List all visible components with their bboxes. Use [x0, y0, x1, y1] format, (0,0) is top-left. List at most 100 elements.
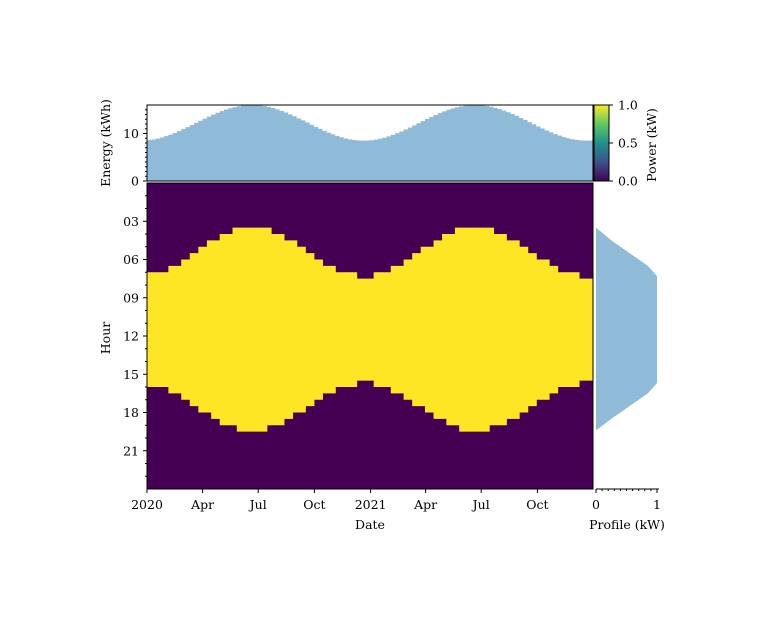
- heatmap-on-cell: [155, 272, 161, 387]
- heatmap-on-cell: [189, 253, 195, 407]
- heatmap-y-ticks: 03 06 09 12 15 18 21: [123, 195, 147, 477]
- heatmap-on-cell: [467, 227, 473, 432]
- heatmap-on-cell: [352, 272, 358, 387]
- heatmap-x-tick-label: Apr: [190, 497, 214, 512]
- heatmap-y-tick-label: 09: [123, 290, 139, 305]
- energy-y-ticks: 0 10: [123, 109, 147, 189]
- heatmap-on-cell: [296, 246, 302, 413]
- heatmap-cells: [147, 183, 594, 489]
- heatmap-on-cell: [318, 259, 323, 400]
- heatmap-on-cell: [288, 240, 294, 419]
- heatmap-x-tick-label: 2020: [131, 497, 163, 512]
- heatmap-on-cell: [463, 227, 469, 432]
- heatmap-on-cell: [437, 240, 443, 419]
- heatmap-on-cell: [185, 259, 191, 400]
- heatmap-on-cell: [211, 240, 217, 419]
- heatmap-on-cell: [433, 240, 439, 419]
- colorbar-tick-label: 0.5: [618, 136, 638, 151]
- energy-area: [147, 105, 593, 181]
- heatmap-y-tick-label: 15: [123, 367, 139, 382]
- heatmap-x-tick-label: Oct: [303, 497, 325, 512]
- colorbar-tick-label: 1.0: [618, 98, 638, 113]
- heatmap-on-cell: [399, 265, 405, 394]
- profile-x-tick-label: 1: [653, 497, 661, 512]
- heatmap-x-tick-label: Apr: [413, 497, 437, 512]
- heatmap-on-cell: [450, 234, 456, 426]
- heatmap-on-cell: [266, 227, 272, 426]
- heatmap-on-cell: [412, 253, 418, 407]
- heatmap-on-cell: [574, 272, 580, 387]
- heatmap-on-cell: [459, 227, 465, 432]
- heatmap-on-cell: [151, 272, 157, 387]
- heatmap-on-cell: [403, 259, 409, 400]
- energy-y-tick-label: 10: [123, 126, 139, 141]
- heatmap-on-cell: [339, 272, 345, 387]
- heatmap-on-cell: [300, 246, 306, 413]
- heatmap-on-cell: [484, 227, 490, 432]
- heatmap-on-cell: [544, 259, 550, 400]
- heatmap-on-cell: [373, 272, 379, 387]
- heatmap-on-cell: [583, 278, 589, 381]
- heatmap-on-cell: [566, 272, 571, 387]
- heatmap-on-cell: [258, 227, 264, 432]
- profile-area: [596, 227, 657, 431]
- heatmap-on-cell: [561, 272, 567, 387]
- heatmap-on-cell: [181, 259, 187, 400]
- colorbar-gradient: [594, 105, 609, 181]
- heatmap-on-cell: [330, 265, 336, 394]
- heatmap-x-tick-label: 2021: [355, 497, 387, 512]
- heatmap-on-cell: [549, 265, 554, 394]
- heatmap-on-cell: [245, 227, 251, 432]
- heatmap-on-cell: [369, 278, 375, 381]
- energy-y-tick-label: 0: [131, 174, 139, 189]
- profile-x-tick-label: 0: [592, 497, 600, 512]
- heatmap-on-cell: [407, 259, 413, 400]
- heatmap-y-tick-label: 12: [123, 329, 139, 344]
- heatmap-on-cell: [540, 259, 546, 400]
- heatmap-on-cell: [236, 227, 242, 432]
- heatmap-on-cell: [322, 265, 328, 394]
- heatmap-on-cell: [305, 253, 311, 407]
- heatmap-y-tick-label: 21: [123, 443, 139, 458]
- heatmap-on-cell: [506, 240, 512, 419]
- heatmap-on-cell: [442, 234, 447, 419]
- heatmap-on-cell: [223, 234, 229, 426]
- heatmap-on-cell: [309, 253, 315, 407]
- heatmap-on-cell: [395, 265, 400, 394]
- heatmap-on-cell: [206, 240, 212, 413]
- heatmap-on-cell: [360, 278, 366, 381]
- heatmap-on-cell: [215, 240, 221, 419]
- heatmap-y-tick-label: 18: [123, 405, 139, 420]
- heatmap-x-ticks: 2020 Apr Jul Oct 2021 Apr Jul Oct: [131, 489, 549, 512]
- heatmap-on-cell: [420, 246, 426, 407]
- heatmap-on-cell: [570, 272, 576, 387]
- heatmap-on-cell: [497, 234, 503, 426]
- heatmap-on-cell: [147, 272, 152, 387]
- heatmap-on-cell: [365, 278, 370, 381]
- heatmap-on-cell: [164, 272, 169, 387]
- heatmap-x-tick-label: Jul: [471, 497, 490, 512]
- heatmap-on-cell: [228, 234, 234, 426]
- heatmap-on-cell: [283, 240, 289, 419]
- heatmap-x-axis-label: Date: [355, 517, 385, 532]
- colorbar-label: Power (kW): [644, 108, 659, 182]
- heatmap-on-cell: [168, 265, 174, 394]
- heatmap-on-cell: [356, 278, 362, 381]
- heatmap-on-cell: [343, 272, 349, 387]
- heatmap-on-cell: [446, 234, 452, 426]
- heatmap-on-cell: [232, 227, 238, 426]
- heatmap-on-cell: [514, 240, 520, 419]
- energy-panel: 0 10 Energy (kWh): [98, 99, 594, 189]
- heatmap-on-cell: [198, 246, 204, 413]
- profile-x-axis-label: Profile (kW): [589, 517, 665, 532]
- heatmap-on-cell: [275, 234, 281, 426]
- heatmap-on-cell: [386, 272, 392, 387]
- heatmap-on-cell: [553, 265, 559, 394]
- heatmap-on-cell: [271, 234, 276, 426]
- heatmap-on-cell: [390, 265, 396, 394]
- heatmap-on-cell: [429, 246, 435, 413]
- heatmap-on-cell: [313, 259, 319, 400]
- heatmap-on-cell: [382, 272, 388, 387]
